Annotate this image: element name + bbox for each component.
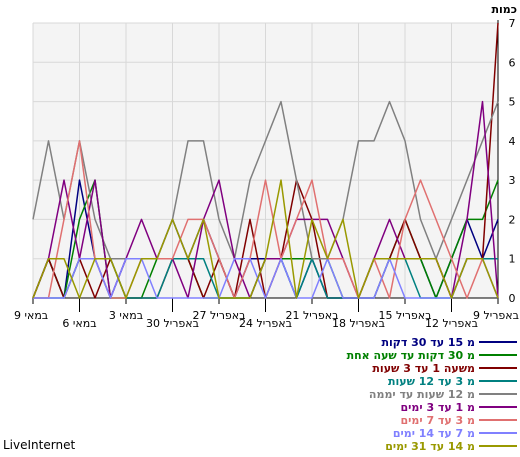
y-tick-label: 2 xyxy=(509,213,516,226)
x-tick-label: 21 באפריל xyxy=(285,309,338,322)
x-tick-label: 3 במאי xyxy=(109,309,143,322)
legend-label: מ 7 עד 14 ימים xyxy=(393,427,475,440)
legend-label: מ 14 עד 31 ימים xyxy=(385,440,475,453)
legend-label: מ 3 עד 7 ימים xyxy=(401,414,476,427)
y-tick-label: 0 xyxy=(509,292,516,305)
y-tick-label: 3 xyxy=(509,174,516,187)
y-axis-unit: כמות xyxy=(492,3,517,16)
legend-label: מ 1 עד 3 ימים xyxy=(401,401,476,414)
x-tick-label: 24 באפריל xyxy=(239,317,292,330)
x-tick-label: 27 באפריל xyxy=(192,309,245,322)
legend-label: מ 12 שעות עד יממה xyxy=(369,388,475,401)
x-tick-label: 6 במאי xyxy=(62,317,96,330)
y-tick-labels: 0 1 2 3 4 5 6 7 xyxy=(509,17,516,305)
x-tick-label: 9 במאי xyxy=(14,309,48,322)
legend-label: מ 15 עד 30 דקות xyxy=(381,336,475,349)
legend-label: מ 30 דקות עד שעה אחת xyxy=(347,349,475,362)
brand-label: LiveInternet xyxy=(3,438,76,452)
x-tick-label: 9 באפריל xyxy=(473,309,519,322)
y-tick-label: 4 xyxy=(509,135,516,148)
series-lines xyxy=(32,22,499,299)
x-tick-label: 12 באפריל xyxy=(425,317,478,330)
y-tick-label: 5 xyxy=(509,96,516,109)
y-tick-label: 7 xyxy=(509,17,516,30)
legend-label: מ 3 עד 12 שעות xyxy=(388,375,475,388)
y-tick-label: 1 xyxy=(509,253,516,266)
x-tick-label: 30 באפריל xyxy=(146,317,199,330)
legend-label: משעה 1 עד 3 שעות xyxy=(372,362,475,375)
series-line xyxy=(32,179,499,299)
series-line xyxy=(33,257,499,299)
x-tick-label: 15 באפריל xyxy=(378,309,431,322)
x-tick-label: 18 באפריל xyxy=(332,317,385,330)
y-tick-label: 6 xyxy=(509,56,516,69)
